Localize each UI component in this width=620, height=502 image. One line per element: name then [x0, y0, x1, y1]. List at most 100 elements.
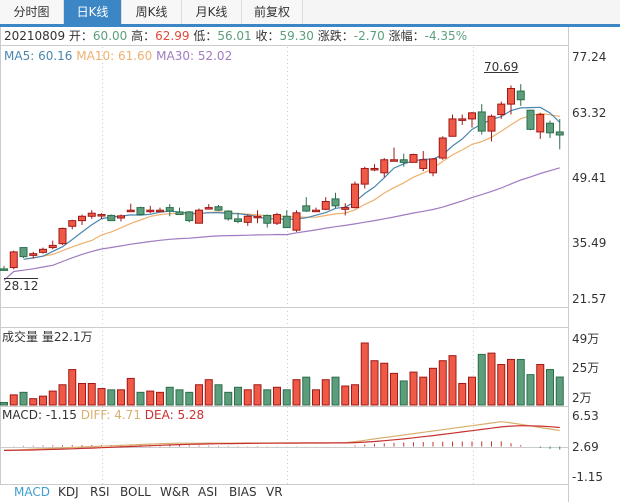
open-label: 开： [68, 29, 93, 43]
volume-bar [536, 364, 545, 406]
candle-body [185, 211, 194, 222]
candle-body [468, 112, 476, 120]
pct-value: -4.35% [424, 29, 468, 43]
high-annotation: 70.69 [484, 60, 519, 74]
ma10-line [23, 112, 560, 260]
candle-body [48, 244, 57, 249]
price-axis-tick: 35.49 [572, 236, 607, 250]
diff-line [3, 421, 560, 451]
candle-body [78, 215, 86, 222]
candle-body [136, 207, 145, 216]
volume-axis-tick: 49万 [572, 332, 600, 346]
change-value: -2.70 [353, 29, 385, 43]
candle-body [497, 103, 506, 116]
candle-body [175, 211, 184, 216]
candle-body [9, 251, 18, 269]
pct-label: 涨幅： [388, 29, 425, 43]
indicator-tab-rsi[interactable]: RSI [90, 485, 110, 499]
macd-axis-tick: -1.15 [572, 470, 604, 484]
low-value: 56.01 [217, 29, 252, 43]
candle-body [282, 215, 291, 229]
volume-bar [253, 384, 262, 406]
right-axis-panel [568, 27, 620, 502]
tab-intraday[interactable]: 分时图 [0, 0, 64, 24]
candle-body [487, 115, 496, 132]
volume-bar [243, 389, 252, 406]
candle-body [224, 210, 233, 220]
volume-bar [399, 380, 408, 406]
close-label: 收： [255, 29, 280, 43]
volume-bar [380, 362, 389, 406]
volume-bar [224, 391, 233, 406]
indicator-tab-wr[interactable]: W&R [160, 485, 190, 499]
close-value: 59.30 [279, 29, 314, 43]
volume-bar [487, 352, 496, 406]
volume-bar [234, 386, 242, 406]
candle-body [390, 159, 398, 162]
indicator-tab-bias[interactable]: BIAS [229, 485, 257, 499]
candle-body [214, 206, 223, 211]
volume-bar [341, 385, 350, 406]
volume-bar [68, 369, 77, 406]
candle-body [409, 154, 418, 163]
indicator-tab-kdj[interactable]: KDJ [58, 485, 79, 499]
volume-bar [546, 369, 554, 406]
candle-body [292, 212, 301, 231]
volume-bar [302, 376, 311, 406]
candle-body [438, 137, 447, 159]
candle-body [370, 167, 379, 171]
volume-bar [214, 384, 223, 406]
candle-body [546, 122, 554, 134]
candle-body [516, 90, 525, 101]
volume-bar [448, 355, 457, 406]
indicator-tab-macd[interactable]: MACD [14, 485, 50, 499]
volume-bar [477, 353, 486, 406]
macd-value: -1.15 [45, 408, 77, 422]
candle-body [341, 207, 350, 210]
candle-body [555, 131, 564, 136]
volume-bar [555, 376, 564, 406]
ma5-label: MA5: [4, 49, 39, 63]
volume-bar [146, 390, 155, 406]
candle-body [195, 209, 203, 224]
volume-bar [126, 377, 135, 406]
volume-bar [39, 395, 47, 406]
volume-bar [195, 384, 203, 406]
candle-body [536, 114, 545, 133]
candle-body [253, 215, 262, 219]
tab-daily-k[interactable]: 日K线 [64, 0, 122, 24]
tab-weekly-k[interactable]: 周K线 [122, 0, 182, 24]
tab-forward-adjusted[interactable]: 前复权 [242, 0, 303, 24]
volume-bar [468, 376, 476, 406]
candle-body [419, 159, 428, 169]
candle-body [360, 167, 369, 185]
candle-body [165, 207, 174, 212]
ohlc-info-bar: 20210809 开：60.00 高：62.99 低：56.01 收：59.30… [0, 27, 568, 46]
volume-bar [370, 360, 379, 406]
candle-body [273, 214, 281, 224]
candle-body [312, 209, 320, 213]
dea-label: DEA: [144, 408, 178, 422]
volume-bar [136, 391, 145, 406]
indicator-tab-boll[interactable]: BOLL [120, 485, 151, 499]
candle-body [302, 205, 311, 212]
volume-bar [282, 389, 291, 406]
diff-label: DIFF: [80, 408, 115, 422]
macd-legend: MACD: -1.15 DIFF: 4.71 DEA: 5.28 [2, 408, 204, 422]
indicator-tab-asi[interactable]: ASI [198, 485, 218, 499]
candle-body [107, 214, 116, 222]
candle-body [126, 209, 135, 213]
indicator-tab-vr[interactable]: VR [266, 485, 283, 499]
volume-bar [458, 382, 467, 406]
candle-body [477, 111, 486, 132]
candle-body [351, 183, 359, 209]
tab-monthly-k[interactable]: 月K线 [182, 0, 242, 24]
volume-axis-tick: 25万 [572, 361, 600, 375]
volume-bar [0, 401, 8, 406]
ma10-label: MA10: [76, 49, 118, 63]
price-axis-tick: 77.24 [572, 50, 607, 64]
volume-bar [409, 371, 418, 406]
ma30-value: 52.02 [197, 49, 233, 63]
price-axis-tick: 21.57 [572, 292, 607, 306]
